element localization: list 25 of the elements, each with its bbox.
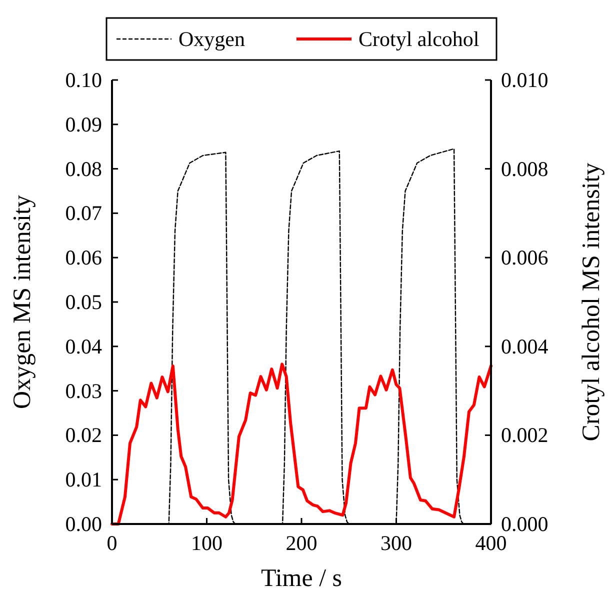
- y-tick-label: 0.08: [65, 156, 102, 181]
- y-tick-label: 0.06: [65, 246, 102, 270]
- y-tick-label: 0.01: [65, 468, 102, 492]
- y2-tick-label: 0.006: [501, 246, 548, 270]
- y-tick-label: 0.04: [65, 334, 102, 358]
- x-tick-label: 100: [191, 531, 222, 555]
- y-tick-label: 0.07: [65, 201, 102, 226]
- y2-tick-label: 0.008: [501, 156, 548, 181]
- y-tick-label: 0.09: [65, 112, 102, 136]
- y2-tick-label: 0.002: [501, 423, 548, 448]
- y-tick-label: 0.00: [65, 512, 102, 536]
- x-tick-label: 200: [286, 531, 318, 555]
- x-tick-label: 0: [106, 531, 118, 555]
- y2-axis-title: Crotyl alcohol MS intensity: [578, 162, 605, 442]
- y-tick-label: 0.02: [65, 423, 102, 448]
- y-tick-label: 0.05: [65, 290, 102, 314]
- legend-label: Crotyl alcohol: [358, 27, 480, 51]
- y2-tick-label: 0.004: [501, 334, 549, 358]
- y-axis-title: Oxygen MS intensity: [9, 194, 36, 409]
- y-tick-label: 0.03: [65, 378, 102, 403]
- x-axis-title: Time / s: [260, 565, 342, 592]
- y-tick-label: 0.10: [65, 68, 102, 92]
- legend-label: Oxygen: [178, 27, 246, 51]
- x-tick-label: 300: [380, 531, 412, 555]
- y2-tick-label: 0.010: [501, 68, 548, 92]
